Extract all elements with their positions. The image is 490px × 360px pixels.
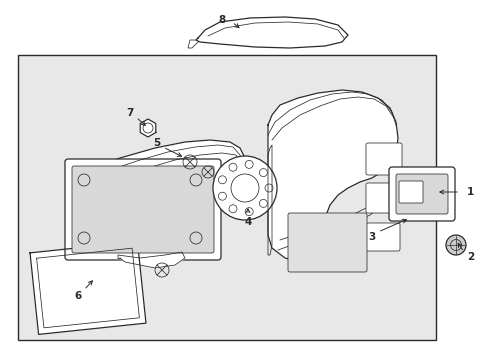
Polygon shape	[30, 242, 146, 334]
Polygon shape	[118, 252, 185, 268]
FancyBboxPatch shape	[399, 181, 423, 203]
FancyBboxPatch shape	[389, 167, 455, 221]
Text: 6: 6	[74, 291, 82, 301]
FancyBboxPatch shape	[366, 143, 402, 175]
Text: 8: 8	[219, 15, 225, 25]
Bar	[18, 55, 436, 340]
FancyBboxPatch shape	[396, 174, 448, 214]
FancyBboxPatch shape	[288, 213, 367, 272]
Polygon shape	[68, 140, 248, 235]
Text: 4: 4	[245, 217, 252, 227]
FancyBboxPatch shape	[65, 159, 221, 260]
Text: 2: 2	[467, 252, 475, 262]
Text: 1: 1	[466, 187, 474, 197]
FancyBboxPatch shape	[366, 183, 402, 213]
Text: 7: 7	[126, 108, 134, 118]
Text: 3: 3	[368, 232, 376, 242]
Text: 5: 5	[153, 138, 161, 148]
Polygon shape	[196, 17, 348, 48]
Circle shape	[213, 156, 277, 220]
FancyBboxPatch shape	[366, 223, 400, 251]
Circle shape	[446, 235, 466, 255]
FancyBboxPatch shape	[72, 166, 214, 253]
Polygon shape	[140, 119, 156, 137]
Polygon shape	[268, 90, 398, 262]
